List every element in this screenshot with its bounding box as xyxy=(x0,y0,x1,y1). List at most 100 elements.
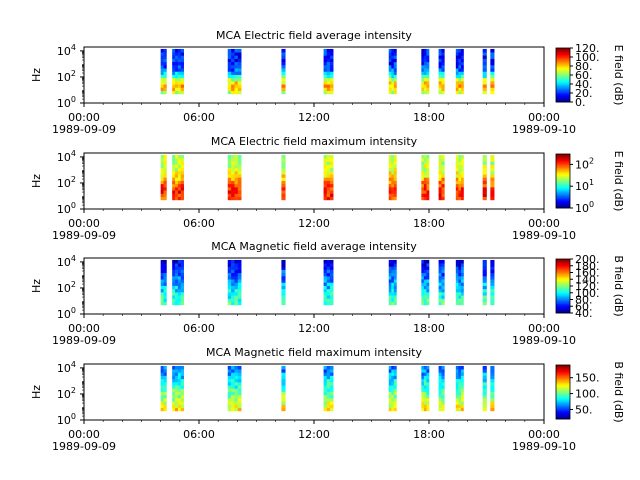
spectrogram-cell xyxy=(234,87,239,91)
spectrogram-cell xyxy=(455,394,459,399)
spectrogram-cell xyxy=(455,388,459,392)
spectrogram-cell xyxy=(227,272,232,277)
spectrogram-cell xyxy=(231,282,235,286)
spectrogram-cell xyxy=(231,90,235,95)
spectrogram-cell xyxy=(441,154,445,159)
spectrogram-cell xyxy=(326,196,331,201)
spectrogram-cell xyxy=(426,295,430,299)
spectrogram-cell xyxy=(234,65,239,69)
spectrogram-cell xyxy=(391,177,395,181)
spectrogram-cell xyxy=(237,263,242,267)
spectrogram-cell xyxy=(426,279,430,283)
spectrogram-cell xyxy=(423,288,427,293)
spectrogram-cell xyxy=(234,171,239,175)
spectrogram-cell xyxy=(172,398,176,402)
colorbar-step xyxy=(556,99,570,102)
spectrogram-cell xyxy=(426,292,430,296)
colorbar-step xyxy=(556,311,570,314)
spectrogram-cell xyxy=(160,269,164,274)
y-tick-exp: 4 xyxy=(71,149,76,158)
spectrogram-cell xyxy=(160,71,164,75)
spectrogram-cell xyxy=(426,259,430,264)
spectrogram-cell xyxy=(482,407,487,412)
spectrogram-cell xyxy=(490,190,495,194)
spectrogram-cell xyxy=(393,369,397,373)
spectrogram-cell xyxy=(234,285,239,290)
chart-panel-1: MCA Electric field maximum intensity1001… xyxy=(30,135,625,242)
y-tick-label: 100 xyxy=(57,306,76,321)
spectrogram-cell xyxy=(393,298,397,302)
spectrogram-cell xyxy=(237,90,242,95)
spectrogram-cell xyxy=(490,295,495,299)
colorbar-tick-value: 140. xyxy=(575,273,600,286)
spectrogram-cell xyxy=(460,263,464,267)
y-tick-base: 10 xyxy=(57,203,71,216)
spectrogram-cell xyxy=(326,388,331,392)
spectrogram-cell xyxy=(175,388,179,392)
spectrogram-cell xyxy=(329,391,334,396)
spectrogram-cell xyxy=(180,52,184,56)
spectrogram-cell xyxy=(460,292,464,296)
spectrogram-cell xyxy=(180,174,184,178)
spectrogram-cell xyxy=(326,55,331,59)
colorbar-step xyxy=(556,303,570,306)
spectrogram-cell xyxy=(160,292,164,296)
spectrogram-cell xyxy=(460,84,464,88)
spectrogram-cell xyxy=(160,193,164,197)
colorbar-step xyxy=(556,91,570,93)
spectrogram-cell xyxy=(393,259,397,264)
spectrogram-cell xyxy=(421,55,425,59)
spectrogram-cell xyxy=(329,378,334,383)
x-tick-date: 1989-09-10 xyxy=(512,123,576,136)
spectrogram-cell xyxy=(160,167,164,172)
colorbar-step xyxy=(556,193,570,195)
spectrogram-cell xyxy=(388,193,392,197)
spectrogram-cell xyxy=(175,81,179,85)
spectrogram-cell xyxy=(172,282,176,286)
spectrogram-cell xyxy=(455,378,459,383)
spectrogram-cell xyxy=(329,285,334,290)
spectrogram-cell xyxy=(458,391,462,396)
spectrogram-cell xyxy=(388,167,392,172)
spectrogram-cell xyxy=(237,174,242,178)
spectrogram-cell xyxy=(175,167,179,172)
spectrogram-cell xyxy=(438,285,442,290)
spectrogram-cell xyxy=(438,77,442,82)
colorbar-tick-label: 50. xyxy=(575,403,593,416)
spectrogram-cell xyxy=(388,375,392,380)
spectrogram-cell xyxy=(231,52,235,56)
spectrogram-cell xyxy=(423,61,427,66)
spectrogram-cell xyxy=(441,65,445,69)
spectrogram-cell xyxy=(423,292,427,296)
spectrogram-cell xyxy=(438,68,442,72)
colorbar-tick-value: 120. xyxy=(575,42,600,55)
spectrogram-cell xyxy=(227,90,232,95)
spectrogram-cell xyxy=(458,295,462,299)
spectrogram-cell xyxy=(393,279,397,283)
spectrogram-cell xyxy=(237,385,242,389)
spectrogram-cell xyxy=(421,161,425,165)
colorbar-step xyxy=(556,172,570,175)
spectrogram-cell xyxy=(163,369,167,373)
spectrogram-cell xyxy=(388,279,392,283)
spectrogram-cell xyxy=(423,407,427,412)
spectrogram-cell xyxy=(426,394,430,399)
spectrogram-cell xyxy=(163,154,167,159)
spectrogram-cell xyxy=(160,90,164,95)
spectrogram-cell xyxy=(388,154,392,159)
spectrogram-cell xyxy=(175,190,179,194)
spectrogram-cell xyxy=(323,285,328,290)
spectrogram-cell xyxy=(175,365,179,370)
spectrogram-cell xyxy=(426,401,430,405)
spectrogram-cell xyxy=(438,263,442,267)
spectrogram-cell xyxy=(237,68,242,72)
spectrogram-cell xyxy=(326,372,331,376)
spectrogram-cell xyxy=(172,378,176,383)
spectrogram-cell xyxy=(180,266,184,270)
spectrogram-cell xyxy=(393,263,397,267)
spectrogram-cell xyxy=(160,382,164,386)
spectrogram-cell xyxy=(329,68,334,72)
spectrogram-cell xyxy=(177,177,182,181)
spectrogram-cell xyxy=(231,272,235,277)
spectrogram-cell xyxy=(237,378,242,383)
